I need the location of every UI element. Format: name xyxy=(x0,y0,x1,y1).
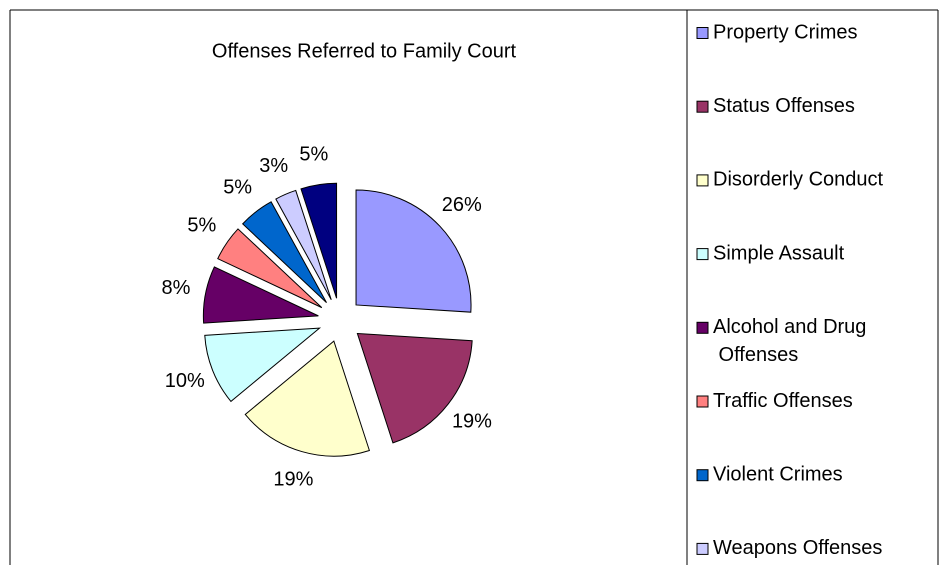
legend-swatch xyxy=(696,469,709,482)
data-label: 3% xyxy=(259,155,288,177)
data-label: 26% xyxy=(442,194,482,216)
legend-label: Property Crimes xyxy=(713,21,857,43)
legend-swatch xyxy=(696,27,709,39)
legend-label: Simple Assault xyxy=(713,242,845,264)
pie-slice xyxy=(217,228,323,309)
legend-label: Alcohol and Drug Offenses xyxy=(713,316,866,366)
legend-label: Traffic Offenses xyxy=(713,390,853,412)
legend-swatch xyxy=(696,542,709,555)
pie-slice xyxy=(204,327,322,403)
data-label: 19% xyxy=(452,411,492,433)
legend-label: Disorderly Conduct xyxy=(713,169,884,191)
data-label: 19% xyxy=(273,469,313,491)
data-label: 5% xyxy=(223,176,252,198)
data-label: 10% xyxy=(165,370,205,392)
legend-swatch xyxy=(696,248,709,261)
pie-slice xyxy=(355,189,472,313)
pie-slice xyxy=(300,182,338,299)
pie-slice xyxy=(241,201,327,303)
chart-title: Offenses Referred to Family Court xyxy=(212,40,517,62)
legend-label: Violent Crimes xyxy=(713,463,843,485)
legend-swatch xyxy=(696,174,709,187)
pie-slice xyxy=(244,340,371,457)
data-label: 5% xyxy=(187,214,216,236)
legend-label: Weapons Offenses xyxy=(713,537,882,559)
data-label: 8% xyxy=(162,277,191,299)
data-label: 5% xyxy=(299,143,328,165)
legend-swatch xyxy=(696,321,709,334)
legend-swatch xyxy=(696,395,709,408)
legend-label: Status Offenses xyxy=(713,95,855,117)
legend-swatch xyxy=(696,100,709,113)
pie-slice xyxy=(202,266,319,324)
pie-slice xyxy=(356,332,473,444)
pie-slice xyxy=(275,189,332,301)
